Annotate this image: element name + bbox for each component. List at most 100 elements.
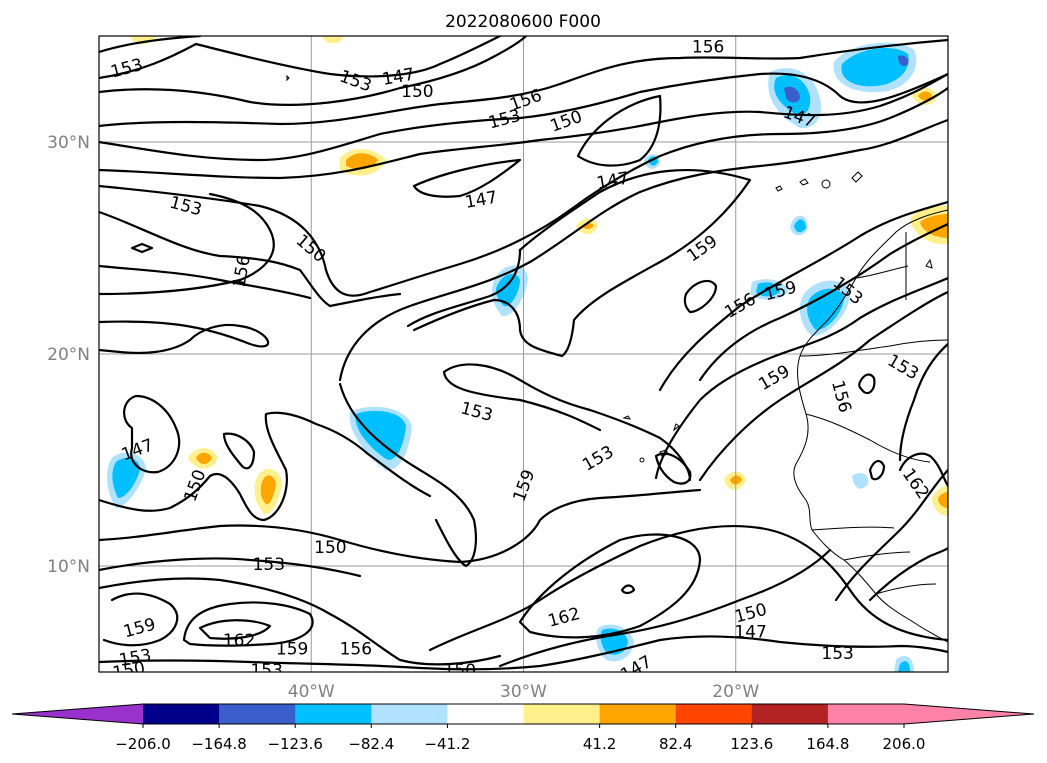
negative-anomaly-region	[784, 86, 800, 103]
colorbar-tick-label: −206.0	[115, 735, 171, 753]
contour-line	[99, 577, 502, 666]
negative-anomaly-region	[112, 457, 140, 498]
contour-label: 159	[276, 640, 308, 660]
contour-line	[123, 394, 181, 474]
contour-line	[518, 533, 702, 639]
contour-line	[99, 320, 270, 355]
contour-line	[858, 373, 876, 395]
country-border	[855, 265, 909, 279]
y-tick-label: 20°N	[47, 345, 90, 365]
island	[622, 415, 632, 420]
contour-line	[130, 242, 154, 254]
contour-label: 153	[821, 644, 853, 664]
island	[799, 178, 809, 186]
contour-line	[99, 36, 502, 80]
colorbar-tick-label: 82.4	[659, 735, 692, 753]
contour-line	[868, 460, 886, 481]
negative-anomaly-region	[852, 473, 869, 489]
contour-label: 156	[340, 640, 372, 660]
contour-line	[99, 86, 948, 297]
contour-line	[99, 210, 402, 308]
country-border	[805, 413, 931, 463]
y-tick-label: 10°N	[47, 557, 90, 577]
chart-title: 2022080600 F000	[445, 12, 601, 32]
country-border	[875, 583, 937, 595]
colorbar-segment	[599, 704, 677, 724]
colorbar-tick-label: −123.6	[267, 735, 323, 753]
contour-line	[498, 548, 832, 668]
contour-line	[99, 264, 312, 300]
positive-anomaly-region	[920, 214, 948, 238]
contour-line	[620, 584, 636, 595]
contour-line	[182, 601, 314, 647]
contour-line	[868, 546, 948, 602]
contour-label: 150	[314, 538, 346, 558]
contour-line	[654, 276, 948, 480]
country-border	[843, 551, 911, 561]
contour-line	[576, 94, 662, 167]
coastline-boundaries	[286, 74, 948, 643]
negative-anomaly-region	[898, 55, 909, 66]
colorbar-extend-high	[904, 704, 1034, 724]
colorbar-segment	[295, 704, 372, 724]
contour-label: 150	[111, 658, 146, 683]
positive-anomaly-region	[260, 475, 276, 505]
colorbar-segment	[675, 704, 753, 724]
negative-anomaly-region	[841, 48, 909, 87]
contour-line	[654, 452, 692, 485]
colorbar-segment	[371, 704, 448, 724]
colorbar-tick-label: 41.2	[583, 735, 616, 753]
negative-anomaly-region	[496, 274, 520, 307]
contour-line	[99, 557, 362, 578]
contour-label: 150	[401, 82, 433, 102]
island	[821, 179, 831, 189]
x-tick-label: 40°W	[288, 682, 335, 702]
contour-line	[99, 192, 275, 296]
height-contours	[99, 36, 948, 671]
contour-line	[683, 279, 718, 314]
negative-anomaly-region	[898, 661, 910, 672]
country-border	[799, 339, 948, 357]
contour-line	[428, 524, 948, 652]
island	[925, 258, 933, 269]
contour-line	[834, 468, 948, 602]
contour-label: 153	[250, 661, 282, 681]
positive-anomaly-region	[322, 36, 344, 44]
contour-line	[99, 36, 528, 106]
contour-label: 153	[253, 555, 285, 575]
island	[659, 449, 669, 457]
colorbar: −206.0 −164.8 −123.6 −82.4 −41.2 41.2 82.4 123.…	[11, 703, 1035, 753]
contour-line	[698, 290, 948, 482]
contour-line	[198, 619, 272, 640]
colorbar-extend-low	[12, 704, 143, 724]
negative-anomaly-region	[794, 219, 806, 233]
contour-line	[99, 38, 948, 128]
x-tick-label: 30°W	[500, 682, 547, 702]
colorbar-tick-label: −164.8	[191, 735, 247, 753]
island	[286, 74, 290, 82]
contour-line	[442, 363, 692, 482]
contour-line	[658, 200, 948, 392]
colorbar-segment	[219, 704, 296, 724]
colorbar-tick-label: 123.6	[730, 735, 773, 753]
contour-line	[406, 248, 522, 328]
positive-anomaly-region	[196, 452, 212, 464]
colorbar-segment	[143, 704, 220, 724]
colorbar-segment	[523, 704, 601, 724]
contour-line	[99, 488, 702, 564]
contour-line	[102, 592, 179, 647]
island	[775, 185, 783, 192]
contour-line	[99, 635, 948, 671]
contour-line	[338, 118, 948, 382]
contour-line	[698, 222, 948, 382]
contour-label: 150	[444, 661, 476, 681]
colorbar-tick-label: 206.0	[883, 735, 926, 753]
contour-label: 147	[734, 623, 766, 643]
colorbar-tick-label: −82.4	[348, 735, 394, 753]
island	[851, 171, 863, 183]
contour-line	[99, 411, 432, 522]
contour-line	[99, 72, 948, 162]
contour-line	[99, 36, 202, 54]
colorbar-tick-label: 164.8	[806, 735, 849, 753]
